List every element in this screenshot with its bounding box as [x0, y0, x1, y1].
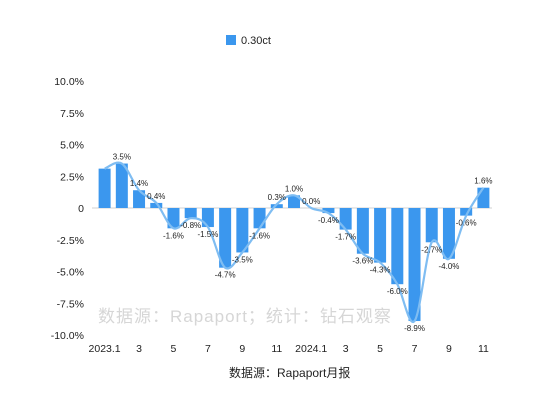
bar [201, 208, 214, 228]
y-tick-label: 5.0% [60, 140, 84, 152]
data-label: 0.4% [147, 192, 165, 201]
x-tick-label: 7 [205, 343, 211, 355]
bar [219, 208, 232, 268]
data-label: -1.6% [163, 231, 184, 240]
legend-swatch [226, 35, 236, 45]
data-label: -1.7% [335, 233, 356, 242]
x-tick-label: 2024.1 [295, 343, 327, 355]
bar [98, 168, 111, 208]
y-tick-label: 10.0% [54, 76, 84, 88]
data-label: -0.6% [456, 219, 477, 228]
x-tick-label: 2023.1 [89, 343, 121, 355]
x-tick-label: 9 [446, 343, 452, 355]
data-label: -2.7% [421, 245, 442, 254]
x-tick-label: 3 [343, 343, 349, 355]
data-label: 0.0% [302, 197, 320, 206]
data-label: -1.6% [249, 231, 270, 240]
x-tick-label: 11 [271, 343, 282, 355]
data-label: -4.0% [439, 262, 460, 271]
legend-label: 0.30ct [241, 35, 271, 47]
bar [408, 208, 421, 322]
bar [477, 187, 490, 208]
x-axis: 2023.1 3 5 7 9 11 2024.1 3 5 7 9 11 [89, 343, 489, 355]
x-tick-label: 5 [377, 343, 383, 355]
x-tick-label: 11 [478, 343, 489, 355]
source-note: 数据源：Rapaport月报 [229, 365, 350, 380]
trend-line [104, 161, 485, 323]
data-label: -3.6% [352, 257, 373, 266]
bar [374, 208, 387, 263]
data-label: -4.3% [370, 266, 391, 275]
bar [339, 208, 352, 230]
bar [322, 208, 335, 214]
bar [133, 190, 146, 208]
x-tick-label: 7 [412, 343, 418, 355]
data-label: -4.7% [215, 271, 236, 280]
data-label: 0.3% [268, 193, 286, 202]
data-label: -6.0% [387, 287, 408, 296]
bar [115, 163, 128, 208]
bar [253, 208, 266, 229]
y-tick-label: -2.5% [57, 235, 84, 247]
data-labels: 3.5%1.4%0.4%-1.6%-0.8%-1.5%-4.7%-3.5%-1.… [113, 153, 493, 333]
bar [391, 208, 404, 285]
data-label: -1.5% [197, 230, 218, 239]
y-tick-label: -10.0% [51, 330, 84, 342]
data-label: -0.8% [180, 221, 201, 230]
bars [98, 163, 490, 322]
bar [236, 208, 249, 253]
data-label: 1.6% [474, 177, 492, 186]
bar [356, 208, 369, 254]
bar [442, 208, 455, 259]
bar [288, 195, 300, 208]
data-label: -3.5% [232, 255, 253, 264]
bar [270, 204, 283, 208]
data-label: -0.4% [318, 216, 339, 225]
bar [150, 202, 163, 208]
data-label: 1.4% [130, 179, 148, 188]
legend: 0.30ct [226, 35, 271, 47]
y-tick-label: -7.5% [57, 298, 84, 310]
x-tick-label: 5 [171, 343, 177, 355]
bar [460, 208, 473, 216]
x-tick-label: 3 [136, 343, 142, 355]
data-label: -8.9% [404, 324, 425, 333]
y-axis: 10.0% 7.5% 5.0% 2.5% 0 -2.5% -5.0% -7.5% -10.0% [51, 76, 84, 342]
data-label: 1.0% [285, 184, 303, 193]
bar [167, 208, 180, 229]
bar [184, 208, 197, 219]
watermark: 数据源：Rapaport；统计：钻石观察 [98, 307, 392, 326]
data-label: 3.5% [113, 153, 131, 162]
y-tick-label: -5.0% [57, 267, 84, 279]
y-tick-label: 0 [78, 203, 84, 215]
x-tick-label: 9 [239, 343, 245, 355]
y-tick-label: 7.5% [60, 108, 84, 120]
bar [425, 208, 438, 243]
y-tick-label: 2.5% [60, 171, 84, 183]
